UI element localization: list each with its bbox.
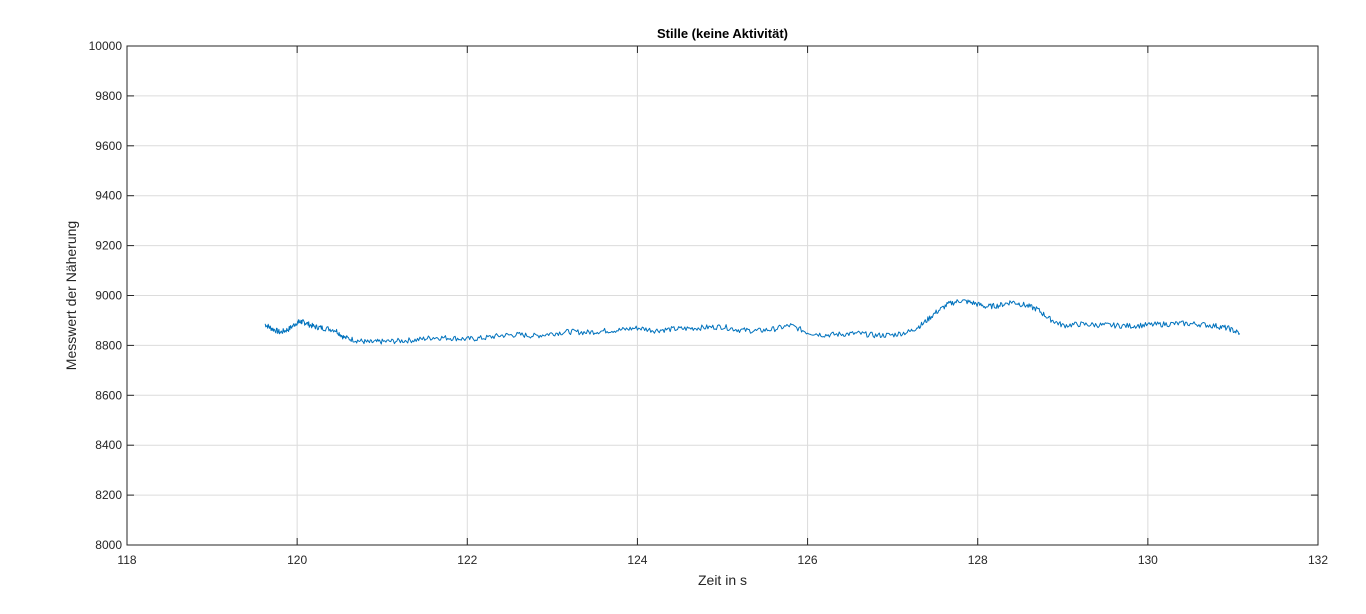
x-tick-label: 126 [798, 553, 818, 567]
x-tick-label: 118 [117, 553, 136, 567]
y-tick-label: 8800 [95, 338, 122, 352]
x-tick-label: 120 [287, 553, 307, 567]
y-tick-label: 9000 [95, 289, 122, 303]
x-tick-label: 124 [627, 553, 647, 567]
y-axis-label: Messwert der Näherung [63, 221, 79, 370]
y-tick-label: 9600 [95, 139, 122, 153]
y-tick-label: 8600 [95, 388, 122, 402]
y-tick-label: 8000 [95, 538, 122, 552]
x-axis-label: Zeit in s [698, 572, 747, 588]
series-layer [264, 299, 1241, 345]
y-tick-label: 8400 [95, 438, 122, 452]
y-tick-label: 10000 [89, 39, 123, 53]
y-tick-label: 8200 [95, 488, 122, 502]
y-tick-label: 9800 [95, 89, 122, 103]
chart-title: Stille (keine Aktivität) [657, 26, 788, 41]
series-line [264, 299, 1241, 345]
y-tick-label: 9200 [95, 239, 122, 253]
x-tick-label: 128 [968, 553, 988, 567]
y-tick-label: 9400 [95, 189, 122, 203]
x-tick-label: 122 [457, 553, 477, 567]
ticks: 118 120 122 124 126 128 130 132 8000 8200 8400 8600… [89, 39, 1329, 567]
grid [127, 46, 1318, 545]
x-tick-label: 132 [1308, 553, 1328, 567]
x-tick-label: 130 [1138, 553, 1158, 567]
